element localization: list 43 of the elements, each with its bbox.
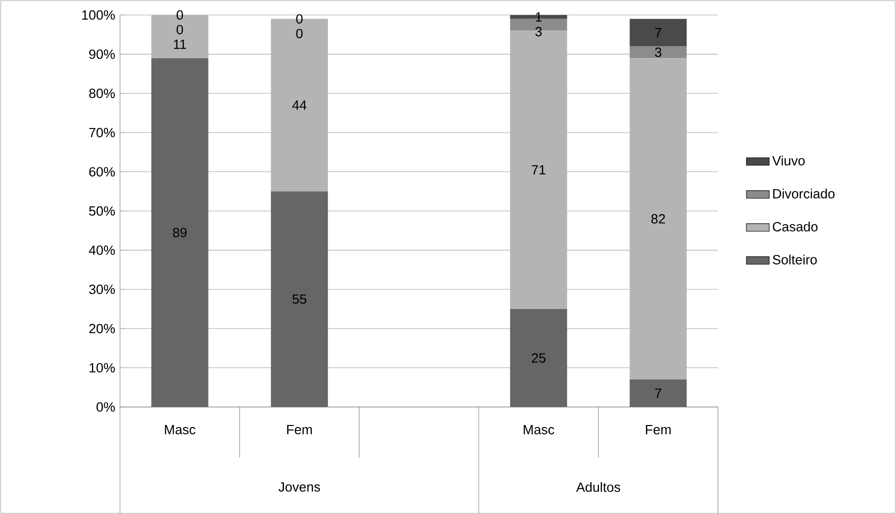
data-label: 7: [655, 388, 662, 398]
y-tick-label: 30%: [89, 284, 115, 294]
bar: [270, 191, 328, 407]
data-label: 25: [532, 353, 546, 363]
data-label: 3: [535, 26, 542, 36]
data-label: 0: [176, 24, 183, 34]
bar: [630, 58, 687, 380]
x-tick-label: Masc: [524, 425, 554, 434]
x-tick-label: Fem: [646, 425, 671, 434]
bar: [630, 380, 687, 407]
y-tick-label: 70%: [89, 128, 115, 138]
bar: [630, 46, 687, 58]
data-label: 3: [654, 48, 662, 57]
data-label: 7: [655, 28, 662, 38]
y-tick-label: 50%: [89, 206, 115, 216]
data-label: 0: [296, 28, 303, 38]
legend-label: Solteiro: [772, 254, 817, 264]
data-label: 44: [292, 100, 306, 110]
legend-label: Viuvo: [772, 156, 805, 166]
data-label: 82: [651, 214, 665, 224]
bar: [151, 58, 208, 407]
bar: [630, 18, 687, 46]
x-tick-label: Fem: [287, 425, 312, 434]
legend-label: Casado: [772, 222, 818, 232]
y-tick-label: 90%: [89, 49, 115, 59]
y-tick-label: 40%: [88, 245, 115, 255]
bar: [510, 308, 568, 407]
data-label: 11: [174, 40, 186, 49]
data-label: 0: [176, 10, 183, 20]
legend-label: Divorciado: [773, 188, 835, 198]
data-label: 55: [292, 294, 306, 304]
x-tick-label: Masc: [164, 425, 196, 434]
y-tick-label: 20%: [89, 324, 115, 334]
y-tick-label: 100%: [82, 10, 115, 20]
data-label: 71: [532, 165, 546, 174]
data-label: 0: [296, 14, 303, 24]
y-tick-label: 60%: [89, 167, 115, 177]
data-label: 89: [172, 228, 187, 238]
text: Adultos: [576, 482, 620, 492]
y-tick-label: 10%: [90, 363, 115, 372]
y-tick-label: 80%: [89, 88, 115, 98]
y-tick-label: 0%: [96, 402, 115, 412]
text: Jovens: [278, 482, 320, 492]
